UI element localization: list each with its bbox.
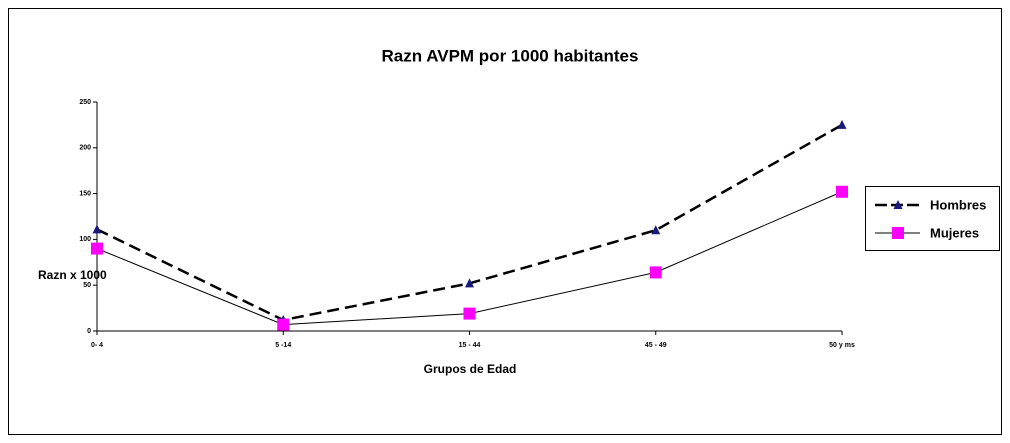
x-tick-label: 5 -14: [275, 342, 291, 349]
x-tick-label: 50 y ms: [829, 342, 855, 349]
data-point: [465, 278, 474, 288]
data-point: [836, 185, 848, 198]
legend-marker: [893, 200, 903, 209]
y-axis-label: Razn x 1000: [38, 268, 107, 282]
legend-label: Mujeres: [930, 225, 979, 240]
y-tick-label: 100: [79, 236, 91, 243]
data-point: [91, 242, 103, 255]
data-point: [837, 119, 847, 129]
x-tick-label: 45 - 49: [645, 342, 667, 349]
chart-title: Razn AVPM por 1000 habitantes: [382, 46, 639, 65]
data-point: [649, 266, 662, 279]
y-tick-label: 0: [87, 328, 91, 335]
legend-label: Hombres: [930, 197, 986, 212]
legend-marker: [892, 227, 904, 239]
x-tick-label: 15 - 44: [459, 342, 481, 349]
legend: [865, 186, 1000, 251]
y-tick-label: 250: [79, 99, 91, 106]
y-tick-label: 150: [79, 190, 91, 197]
data-point: [463, 307, 476, 320]
y-tick-label: 50: [83, 282, 91, 289]
chart-border: [8, 8, 1002, 435]
y-tick-label: 200: [79, 145, 91, 152]
x-tick-label: 0- 4: [91, 342, 103, 349]
data-point: [92, 224, 102, 234]
data-point: [277, 318, 290, 331]
data-point: [651, 225, 661, 235]
x-axis-label: Grupos de Edad: [424, 362, 517, 376]
